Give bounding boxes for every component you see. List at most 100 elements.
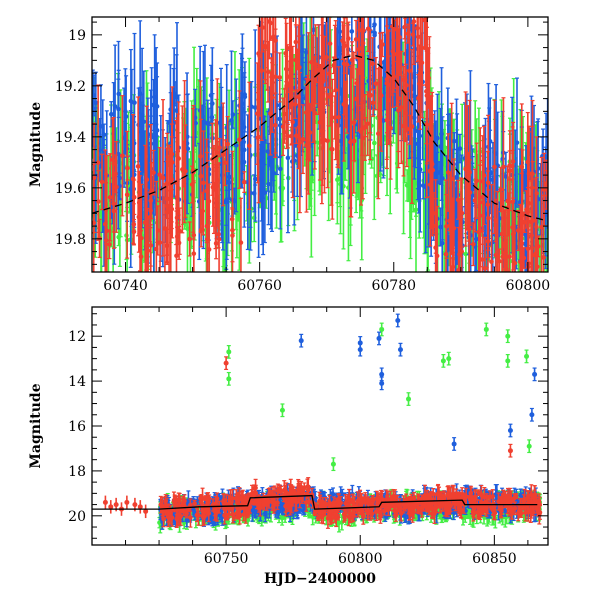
data-point-red [282, 111, 288, 117]
data-point-blue [451, 138, 457, 144]
data-point-blue [229, 118, 234, 123]
data-point-red [99, 179, 105, 185]
data-point-red [399, 105, 404, 110]
data-point-red [114, 184, 119, 190]
data-point-green [406, 170, 412, 176]
data-point-red [175, 148, 181, 154]
data-point-red [296, 94, 301, 100]
data-point-green [185, 226, 190, 232]
data-point-blue [277, 166, 283, 172]
data-point-red [530, 218, 535, 223]
data-point-red [459, 249, 464, 254]
data-point-red [317, 120, 323, 125]
data-point-blue [265, 149, 271, 154]
data-point-blue [514, 140, 520, 145]
data-point-red [201, 180, 206, 186]
data-point-red [125, 165, 130, 171]
data-point-red [181, 161, 187, 167]
data-point-blue [438, 144, 443, 149]
x-tick-label: 60800 [506, 278, 551, 294]
data-point-blue [259, 163, 265, 168]
data-point-red [316, 67, 321, 73]
data-point-red [92, 220, 97, 226]
data-point-red [265, 69, 271, 75]
data-point-blue [172, 91, 178, 97]
data-point-red [169, 151, 175, 157]
data-point-red [429, 159, 434, 165]
data-point-blue [93, 100, 99, 106]
data-point-blue [262, 138, 267, 143]
data-point-red [353, 37, 359, 42]
data-point-red [296, 134, 301, 139]
data-point-red [489, 259, 494, 265]
series-red [92, 17, 548, 272]
data-point-red [111, 208, 117, 214]
data-point-red [417, 70, 423, 76]
data-point-red [222, 160, 228, 166]
data-point-red [463, 166, 468, 172]
model-curve [92, 54, 548, 222]
data-point-blue [372, 32, 377, 38]
data-point-blue [116, 91, 122, 97]
data-point-red [191, 251, 197, 256]
data-point-red [277, 75, 283, 80]
data-point-red [145, 248, 151, 253]
data-point-blue [139, 158, 145, 164]
data-point-red [517, 259, 523, 265]
data-point-blue [205, 121, 211, 126]
data-point-red [449, 176, 454, 182]
data-point-red [107, 242, 112, 247]
data-point-red [238, 240, 244, 245]
data-point-red [458, 225, 463, 231]
data-point-green [372, 140, 377, 146]
data-point-blue [227, 174, 232, 180]
data-point-red [247, 143, 252, 149]
data-point-red [144, 177, 150, 182]
data-point-blue [232, 198, 237, 204]
data-point-red [444, 224, 449, 229]
data-point-red [410, 32, 416, 37]
data-point-red [384, 81, 390, 86]
data-point-red [268, 20, 273, 26]
data-point-blue [473, 236, 479, 242]
data-point-red [407, 68, 412, 74]
data-point-red [501, 164, 506, 170]
data-point-red [327, 41, 333, 46]
data-point-blue [154, 128, 160, 133]
data-point-red [149, 188, 154, 194]
data-point-red [214, 183, 219, 189]
data-point-red [330, 146, 335, 152]
data-point-red [169, 206, 175, 212]
data-point-red [480, 257, 485, 262]
data-point-red [524, 207, 529, 212]
data-point-red [256, 51, 261, 56]
data-point-blue [349, 29, 355, 34]
data-point-red [541, 187, 547, 192]
data-point-red [365, 26, 371, 32]
data-point-red [205, 236, 210, 242]
data-point-blue [108, 111, 114, 117]
data-point-red [332, 115, 338, 120]
data-point-red [220, 152, 226, 157]
data-point-red [482, 265, 488, 271]
data-point-red [306, 146, 311, 152]
data-point-red [485, 202, 491, 207]
data-point-red [544, 180, 548, 186]
data-point-red [516, 228, 521, 233]
panel-top-zoom: 60740 60760 60780 608001919.219.419.619.8Ma… [28, 16, 551, 294]
data-point-red [286, 74, 292, 80]
data-point-red [103, 238, 109, 243]
data-point-blue [174, 108, 179, 113]
data-point-red [313, 61, 318, 67]
data-point-red [455, 197, 461, 203]
data-point-red [198, 173, 204, 179]
data-point-red [300, 136, 306, 142]
data-point-red [507, 254, 512, 259]
data-point-red [407, 127, 413, 133]
data-point-blue [210, 101, 215, 106]
data-point-blue [381, 118, 386, 123]
data-point-red [213, 241, 219, 246]
data-point-blue [382, 59, 388, 64]
data-point-green [413, 207, 419, 213]
x-tick-label: 60760 [237, 278, 282, 294]
